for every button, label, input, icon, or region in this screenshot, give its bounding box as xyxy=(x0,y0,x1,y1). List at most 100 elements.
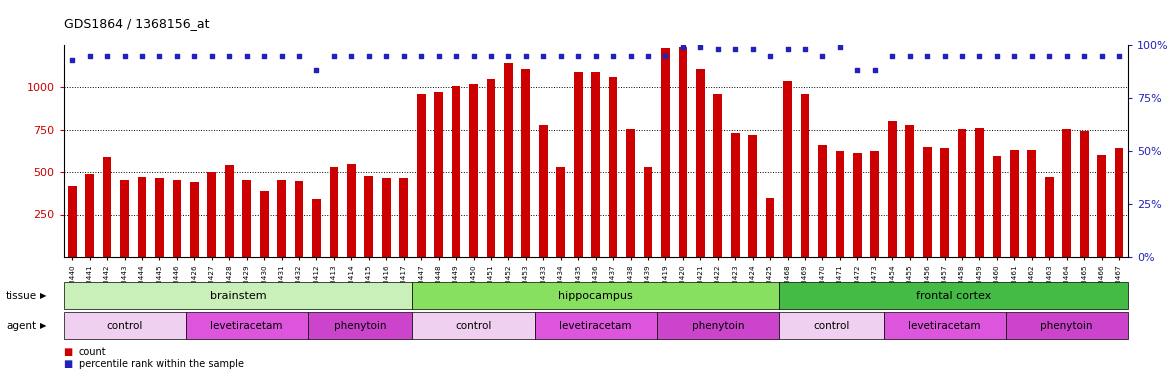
Text: ▶: ▶ xyxy=(40,291,47,300)
Bar xyxy=(818,145,827,257)
Text: percentile rank within the sample: percentile rank within the sample xyxy=(79,359,243,369)
Text: control: control xyxy=(813,321,849,331)
Bar xyxy=(556,167,566,257)
Point xyxy=(1075,53,1094,58)
Point xyxy=(656,53,675,58)
Point xyxy=(167,53,186,58)
Point xyxy=(429,53,448,58)
Point xyxy=(376,53,395,58)
Bar xyxy=(539,124,548,257)
Point xyxy=(552,53,570,58)
Point xyxy=(1057,53,1076,58)
Bar xyxy=(696,69,704,257)
Point xyxy=(901,53,920,58)
Bar xyxy=(102,157,112,257)
Bar xyxy=(191,182,199,257)
Point xyxy=(360,53,379,58)
Text: brainstem: brainstem xyxy=(209,291,266,301)
Bar xyxy=(260,191,268,257)
Point xyxy=(587,53,606,58)
Bar xyxy=(1097,155,1105,257)
Point xyxy=(325,53,343,58)
Point xyxy=(1110,53,1129,58)
Point xyxy=(151,53,169,58)
Point xyxy=(569,53,588,58)
Text: phenytoin: phenytoin xyxy=(334,321,387,331)
Point xyxy=(953,53,971,58)
Point xyxy=(866,68,884,74)
Point xyxy=(935,53,954,58)
Text: levetiracetam: levetiracetam xyxy=(211,321,283,331)
Bar xyxy=(138,177,146,257)
Point xyxy=(848,68,867,74)
Point xyxy=(255,53,274,58)
Bar xyxy=(609,77,617,257)
Point xyxy=(185,53,203,58)
Bar xyxy=(941,148,949,257)
Text: ■: ■ xyxy=(64,359,76,369)
Bar xyxy=(365,176,373,257)
Text: control: control xyxy=(455,321,492,331)
Bar xyxy=(120,180,129,257)
Bar xyxy=(400,178,408,257)
Point xyxy=(447,53,466,58)
Bar xyxy=(957,129,967,257)
Bar xyxy=(835,151,844,257)
Text: levetiracetam: levetiracetam xyxy=(560,321,632,331)
Text: control: control xyxy=(106,321,142,331)
Bar xyxy=(923,147,931,257)
Bar xyxy=(505,63,513,257)
Point xyxy=(691,44,710,50)
Bar xyxy=(574,72,582,257)
Bar xyxy=(766,198,775,257)
Point xyxy=(674,44,693,50)
Bar xyxy=(68,186,76,257)
Bar xyxy=(993,156,1001,257)
Text: ■: ■ xyxy=(64,347,76,357)
Bar xyxy=(329,167,339,257)
Point xyxy=(499,53,517,58)
Bar xyxy=(278,180,286,257)
Text: levetiracetam: levetiracetam xyxy=(908,321,981,331)
Bar xyxy=(207,172,216,257)
Point xyxy=(465,53,483,58)
Bar xyxy=(416,94,426,257)
Point xyxy=(639,53,657,58)
Point xyxy=(307,68,326,74)
Bar xyxy=(312,199,321,257)
Bar xyxy=(382,178,390,257)
Point xyxy=(272,53,290,58)
Bar xyxy=(1028,150,1036,257)
Bar xyxy=(1115,148,1123,257)
Point xyxy=(779,46,797,52)
Text: phenytoin: phenytoin xyxy=(1041,321,1093,331)
Bar xyxy=(1080,130,1089,257)
Point xyxy=(796,46,815,52)
Text: frontal cortex: frontal cortex xyxy=(916,291,991,301)
Bar xyxy=(487,79,495,257)
Point xyxy=(80,53,99,58)
Point xyxy=(412,53,430,58)
Point xyxy=(761,53,780,58)
Bar xyxy=(626,129,635,257)
Point xyxy=(534,53,553,58)
Point xyxy=(1022,53,1041,58)
Point xyxy=(62,57,81,63)
Point xyxy=(917,53,936,58)
Point xyxy=(621,53,640,58)
Text: tissue: tissue xyxy=(6,291,36,301)
Bar xyxy=(434,93,443,257)
Point xyxy=(883,53,902,58)
Point xyxy=(516,53,535,58)
Bar xyxy=(1062,129,1071,257)
Bar xyxy=(643,167,653,257)
Bar xyxy=(1010,150,1018,257)
Bar xyxy=(242,180,250,257)
Point xyxy=(1040,53,1058,58)
Bar xyxy=(1045,177,1054,257)
Bar xyxy=(347,165,356,257)
Point xyxy=(726,46,744,52)
Point xyxy=(481,53,500,58)
Point xyxy=(133,53,152,58)
Bar xyxy=(975,128,984,257)
